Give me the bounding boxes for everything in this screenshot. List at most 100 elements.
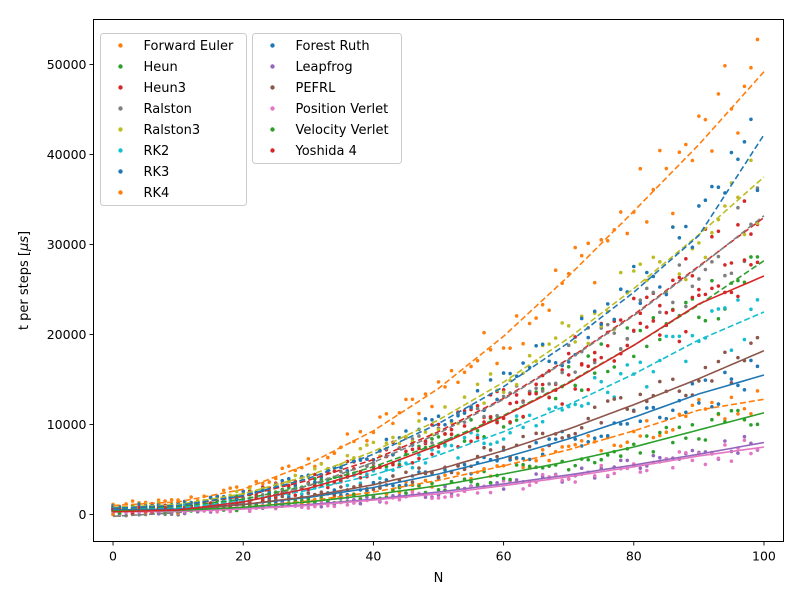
data-point	[137, 512, 141, 517]
data-point	[592, 405, 597, 410]
data-point	[690, 381, 695, 386]
data-point	[703, 318, 708, 323]
data-point	[618, 454, 623, 458]
data-point	[215, 494, 219, 499]
data-point	[671, 225, 675, 229]
data-point	[631, 354, 636, 359]
data-point	[671, 308, 675, 313]
data-point	[573, 442, 577, 447]
data-point	[313, 466, 317, 471]
data-point	[573, 402, 577, 407]
data-point	[339, 469, 343, 474]
data-point	[697, 293, 701, 298]
data-point	[469, 418, 473, 422]
data-point	[671, 278, 675, 283]
data-point	[391, 474, 395, 478]
data-point	[404, 491, 408, 495]
data-point	[326, 503, 330, 508]
data-point	[293, 493, 298, 498]
data-point	[638, 466, 643, 471]
data-point	[586, 433, 591, 438]
data-point	[684, 224, 688, 229]
data-point	[690, 423, 695, 427]
data-point	[599, 448, 604, 453]
data-point	[501, 476, 506, 481]
data-point	[521, 425, 525, 430]
data-point	[378, 415, 382, 419]
data-point	[690, 458, 695, 463]
data-point	[645, 385, 649, 389]
data-point	[501, 445, 506, 450]
data-point	[658, 433, 662, 438]
data-point	[631, 429, 636, 434]
data-point	[456, 413, 460, 418]
data-point	[391, 483, 395, 488]
data-point	[495, 361, 499, 366]
data-point	[534, 382, 538, 387]
data-point	[358, 429, 363, 434]
data-point	[638, 392, 643, 397]
y-axis-label: t per steps [μs]	[17, 231, 32, 330]
data-point	[391, 421, 395, 426]
data-point	[599, 322, 604, 327]
data-point	[742, 84, 747, 89]
data-point	[658, 148, 662, 153]
data-point	[703, 267, 708, 272]
data-point	[723, 306, 727, 310]
data-point	[684, 393, 688, 398]
data-point	[540, 389, 545, 393]
data-point	[475, 358, 480, 363]
data-point	[605, 399, 610, 403]
data-point	[645, 344, 649, 349]
data-point	[651, 290, 656, 295]
data-point	[410, 447, 415, 452]
data-point	[430, 481, 434, 486]
data-point	[664, 430, 669, 435]
data-point	[658, 337, 662, 342]
data-point	[410, 437, 415, 441]
data-point	[729, 271, 734, 276]
data-point	[579, 439, 584, 443]
data-point	[436, 487, 441, 492]
data-point	[703, 462, 708, 467]
data-point	[605, 390, 610, 395]
data-point	[553, 437, 558, 441]
data-point	[547, 458, 551, 463]
data-point	[566, 324, 571, 328]
data-point	[566, 373, 571, 377]
data-point	[443, 473, 447, 478]
data-point	[469, 364, 473, 369]
data-point	[443, 484, 447, 489]
data-point	[631, 269, 636, 273]
data-point	[462, 370, 467, 375]
data-point	[234, 494, 239, 498]
data-point	[638, 298, 643, 303]
data-point	[547, 359, 551, 364]
data-point	[579, 253, 584, 258]
data-point	[508, 458, 512, 462]
data-point	[286, 476, 291, 481]
y-axis-ticks: 0 10000 20000 30000 40000 50000	[47, 57, 94, 522]
data-point	[710, 260, 714, 264]
data-point	[488, 442, 493, 446]
data-point	[300, 492, 304, 496]
data-point	[553, 268, 558, 273]
data-point	[579, 404, 584, 408]
data-point	[729, 150, 734, 155]
data-point	[534, 316, 538, 320]
data-point	[592, 350, 597, 355]
data-point	[710, 184, 714, 189]
data-point	[521, 434, 525, 439]
data-point	[495, 454, 499, 459]
legend-marker-rk4	[118, 190, 123, 195]
data-point	[560, 445, 564, 449]
data-point	[671, 377, 675, 382]
data-point	[514, 400, 519, 405]
data-point	[605, 322, 610, 327]
legend-marker-forest-ruth	[270, 43, 275, 48]
data-point	[573, 370, 577, 374]
data-point	[631, 409, 636, 413]
data-point	[501, 463, 506, 468]
data-point	[710, 234, 714, 239]
data-point	[742, 140, 747, 144]
